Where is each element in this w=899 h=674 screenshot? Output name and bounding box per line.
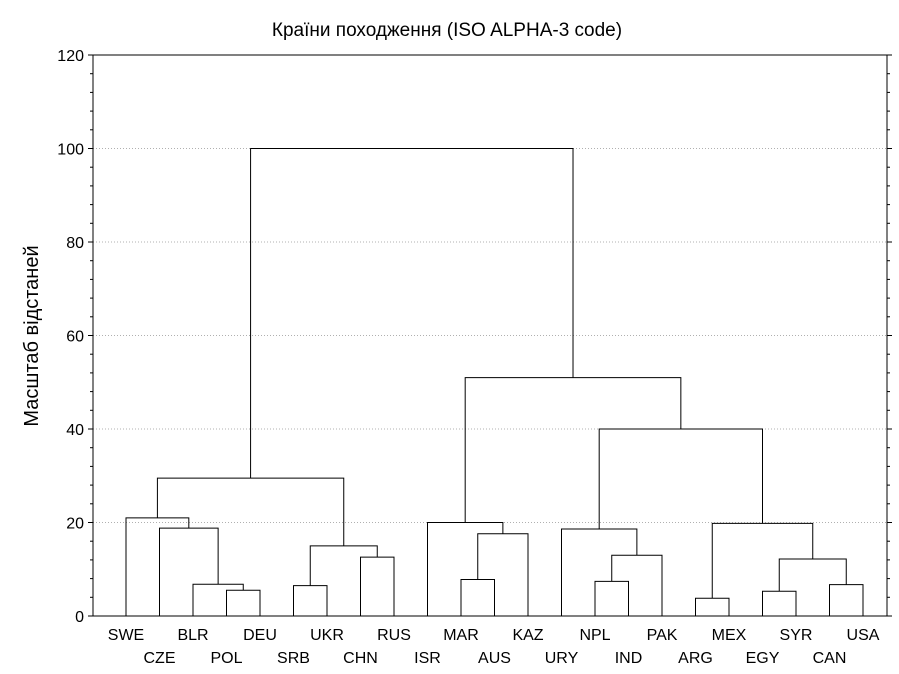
leaf-label-pak: PAK: [647, 627, 678, 644]
dendrogram-link-m4: [125, 517, 190, 616]
leaf-label-cze: CZE: [144, 650, 176, 667]
leaf-label-isr: ISR: [414, 650, 441, 667]
dendrogram-link-m13: [611, 554, 663, 616]
dendrogram-link-m19: [711, 522, 814, 599]
plot-frame: [92, 54, 888, 617]
leaf-label-syr: SYR: [780, 627, 813, 644]
leaf-label-swe: SWE: [108, 627, 144, 644]
dendrogram-link-m12: [594, 580, 629, 616]
dendrogram-link-m21: [464, 377, 682, 523]
dendrogram-link-m11: [427, 522, 504, 616]
leaf-label-aus: AUS: [478, 650, 511, 667]
y-tick-label-40: 40: [66, 422, 84, 439]
y-tick-label-20: 20: [66, 516, 84, 533]
leaf-label-npl: NPL: [579, 627, 610, 644]
leaf-label-kaz: KAZ: [512, 627, 543, 644]
leaf-label-deu: DEU: [243, 627, 277, 644]
leaf-label-srb: SRB: [277, 650, 310, 667]
dendrogram-link-m22: [250, 148, 574, 479]
leaf-label-mar: MAR: [443, 627, 479, 644]
dendrogram-link-m1: [226, 589, 261, 616]
leaf-label-ury: URY: [545, 650, 579, 667]
leaf-label-arg: ARG: [678, 650, 713, 667]
y-tick-label-0: 0: [75, 609, 84, 626]
y-tick-label-60: 60: [66, 329, 84, 346]
dendrogram-link-m15: [695, 597, 730, 616]
y-tick-label-80: 80: [66, 235, 84, 252]
dendrogram-link-m7: [309, 545, 378, 586]
dendrogram-link-m9: [460, 579, 495, 616]
leaf-label-can: CAN: [813, 650, 847, 667]
dendrogram-link-m20: [598, 428, 763, 530]
dendrogram-link-m17: [829, 584, 864, 616]
y-axis: 0 20 40 60 80 100 120: [57, 48, 892, 626]
dendrogram-link-m14: [561, 528, 638, 616]
dendrogram-link-m3: [159, 527, 219, 616]
leaf-labels: SWECZEBLRPOLDEUSRBUKRCHNRUSISRMARAUSKAZU…: [108, 627, 880, 667]
leaf-label-ind: IND: [615, 650, 643, 667]
leaf-label-egy: EGY: [746, 650, 780, 667]
dendrogram-link-m8: [156, 477, 345, 546]
grid-lines: [93, 148, 887, 523]
chart-title: Країни походження (ISO ALPHA-3 code): [272, 20, 622, 41]
dendrogram-link-m5: [293, 585, 328, 616]
leaf-label-ukr: UKR: [310, 627, 344, 644]
dendrogram-link-m2: [192, 583, 244, 616]
leaf-label-chn: CHN: [343, 650, 378, 667]
dendrogram-link-m10: [477, 533, 529, 616]
leaf-label-usa: USA: [847, 627, 880, 644]
y-axis-label: Масштаб відстаней: [21, 245, 43, 426]
y-tick-label-100: 100: [57, 142, 84, 159]
dendrogram-link-m18: [778, 558, 847, 592]
leaf-label-mex: MEX: [712, 627, 747, 644]
dendrogram-link-m16: [762, 590, 797, 616]
leaf-label-rus: RUS: [377, 627, 411, 644]
y-tick-label-120: 120: [57, 48, 84, 65]
leaf-label-pol: POL: [210, 650, 242, 667]
dendrogram-link-m6: [360, 556, 395, 616]
dendrogram-links: [125, 148, 864, 616]
leaf-label-blr: BLR: [177, 627, 208, 644]
